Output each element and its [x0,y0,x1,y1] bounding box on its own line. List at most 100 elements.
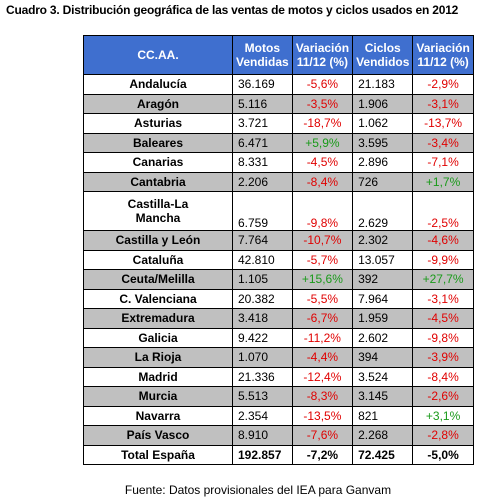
table-row: Ceuta/Melilla 1.105 +15,6% 392 +27,7% [83,269,474,290]
value-cell: -4,4% [291,347,354,368]
value-cell: 8.910 [232,425,293,446]
region-cell: Aragón [83,93,233,114]
value-cell: -13,5% [291,405,354,426]
region-cell: Galicia [83,327,233,348]
value-cell: -5,0% [412,444,474,465]
column-header: Motos Vendidas [232,35,293,75]
value-cell: 3.595 [352,132,414,153]
value-cell: -3,1% [412,93,474,114]
value-cell: 42.810 [232,249,293,270]
region-cell: Madrid [83,366,233,387]
value-cell: -3,1% [412,288,474,309]
title: Cuadro 3. Distribución geográfica de las… [6,3,459,17]
region-cell: Canarias [83,152,233,173]
value-cell: 7.764 [232,230,293,251]
table-row: Murcia 5.513 -8,3% 3.145 -2,6% [83,386,474,407]
source-note: Fuente: Datos provisionales del IEA para… [124,483,392,497]
header-row: CC.AA. Motos Vendidas Variación 11/12 (%) C… [83,35,474,75]
value-cell: -3,5% [291,93,354,114]
region-cell: Murcia [83,386,233,407]
value-cell: 6.759 [232,191,293,231]
table-row: País Vasco 8.910 -7,6% 2.268 -2,8% [83,425,474,446]
value-cell: -5,5% [291,288,354,309]
region-cell: Castilla-La Mancha [83,191,233,231]
table-row: Cantabria 2.206 -8,4% 726 +1,7% [83,171,474,192]
value-cell: -3,4% [412,132,474,153]
value-cell: +27,7% [412,269,474,290]
table-row: Madrid 21.336 -12,4% 3.524 -8,4% [83,366,474,387]
table-body: Andalucía 36.169 -5,6% 21.183 -2,9% Aragón 5.1… [83,74,474,465]
region-cell: Total España [83,444,233,465]
value-cell: -2,6% [412,386,474,407]
value-cell: 2.268 [352,425,414,446]
table-row: Cataluña 42.810 -5,7% 13.057 -9,9% [83,249,474,270]
value-cell: -18,7% [291,113,354,134]
value-cell: 2.354 [232,405,293,426]
value-cell: +3,1% [412,405,474,426]
value-cell: -2,5% [412,191,474,231]
value-cell: 1.070 [232,347,293,368]
table-row: Canarias 8.331 -4,5% 2.896 -7,1% [83,152,474,173]
table-row: Aragón 5.116 -3,5% 1.906 -3,1% [83,93,474,114]
value-cell: 3.524 [352,366,414,387]
value-cell: -4,6% [412,230,474,251]
value-cell: 2.629 [352,191,414,231]
value-cell: -5,6% [291,74,354,95]
column-header: Variación 11/12 (%) [412,35,474,75]
region-cell: Extremadura [83,308,233,329]
value-cell: -8,4% [412,366,474,387]
value-cell: -2,8% [412,425,474,446]
table-row: C. Valenciana 20.382 -5,5% 7.964 -3,1% [83,288,474,309]
value-cell: -7,6% [291,425,354,446]
table-row: Castilla y León 7.764 -10,7% 2.302 -4,6% [83,230,474,251]
region-cell: Asturias [83,113,233,134]
value-cell: 821 [352,405,414,426]
value-cell: -7,1% [412,152,474,173]
value-cell: 5.513 [232,386,293,407]
value-cell: -11,2% [291,327,354,348]
value-cell: 2.206 [232,171,293,192]
value-cell: 3.145 [352,386,414,407]
value-cell: -9,9% [412,249,474,270]
value-cell: 36.169 [232,74,293,95]
column-header: Variación 11/12 (%) [291,35,354,75]
value-cell: -12,4% [291,366,354,387]
value-cell: -4,5% [291,152,354,173]
table-row: Total España 192.857 -7,2% 72.425 -5,0% [83,444,474,465]
value-cell: -10,7% [291,230,354,251]
value-cell: -8,3% [291,386,354,407]
value-cell: 72.425 [352,444,414,465]
value-cell: 1.105 [232,269,293,290]
value-cell: -3,9% [412,347,474,368]
table-row: Navarra 2.354 -13,5% 821 +3,1% [83,405,474,426]
value-cell: 3.418 [232,308,293,329]
value-cell: 1.959 [352,308,414,329]
value-cell: 392 [352,269,414,290]
sales-table: CC.AA. Motos Vendidas Variación 11/12 (%) C… [83,35,474,465]
value-cell: 1.062 [352,113,414,134]
value-cell: -4,5% [412,308,474,329]
column-header: CC.AA. [83,35,233,75]
table-row: La Rioja 1.070 -4,4% 394 -3,9% [83,347,474,368]
value-cell: 5.116 [232,93,293,114]
region-cell: País Vasco [83,425,233,446]
column-header: Ciclos Vendidos [352,35,414,75]
value-cell: +5,9% [291,132,354,153]
region-cell: Navarra [83,405,233,426]
table-row: Castilla-La Mancha 6.759 -9,8% 2.629 -2,5% [83,191,474,231]
value-cell: 2.896 [352,152,414,173]
value-cell: 1.906 [352,93,414,114]
value-cell: 394 [352,347,414,368]
value-cell: -9,8% [291,191,354,231]
value-cell: +1,7% [412,171,474,192]
value-cell: -2,9% [412,74,474,95]
value-cell: 20.382 [232,288,293,309]
value-cell: 8.331 [232,152,293,173]
region-cell: Andalucía [83,74,233,95]
value-cell: 3.721 [232,113,293,134]
value-cell: 13.057 [352,249,414,270]
region-cell: Cantabria [83,171,233,192]
region-cell: Baleares [83,132,233,153]
value-cell: -7,2% [291,444,354,465]
